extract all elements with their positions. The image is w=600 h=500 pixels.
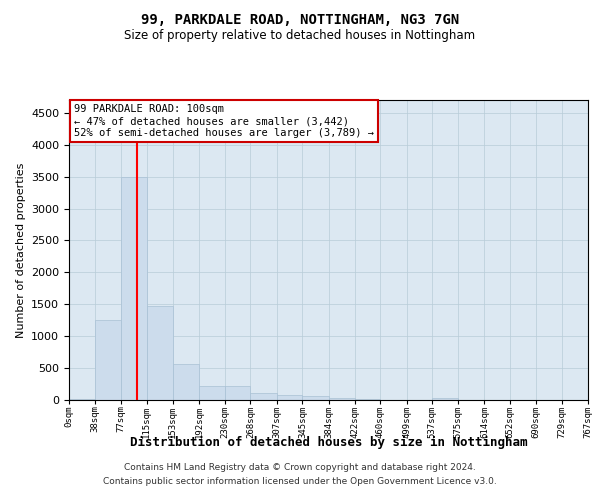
- Text: Contains public sector information licensed under the Open Government Licence v3: Contains public sector information licen…: [103, 477, 497, 486]
- Bar: [277, 395, 302, 400]
- Bar: [302, 396, 329, 400]
- Bar: [121, 176, 147, 400]
- Text: 99, PARKDALE ROAD, NOTTINGHAM, NG3 7GN: 99, PARKDALE ROAD, NOTTINGHAM, NG3 7GN: [141, 12, 459, 26]
- Bar: [250, 393, 277, 400]
- Bar: [199, 386, 224, 400]
- Y-axis label: Number of detached properties: Number of detached properties: [16, 162, 26, 338]
- Bar: [69, 399, 95, 400]
- Bar: [433, 398, 458, 400]
- Bar: [147, 306, 173, 400]
- Text: Distribution of detached houses by size in Nottingham: Distribution of detached houses by size …: [130, 436, 527, 449]
- Text: Size of property relative to detached houses in Nottingham: Size of property relative to detached ho…: [124, 29, 476, 42]
- Bar: [329, 398, 355, 400]
- Text: 99 PARKDALE ROAD: 100sqm
← 47% of detached houses are smaller (3,442)
52% of sem: 99 PARKDALE ROAD: 100sqm ← 47% of detach…: [74, 104, 374, 138]
- Bar: [95, 320, 121, 400]
- Bar: [173, 364, 199, 400]
- Text: Contains HM Land Registry data © Crown copyright and database right 2024.: Contains HM Land Registry data © Crown c…: [124, 464, 476, 472]
- Bar: [224, 386, 250, 400]
